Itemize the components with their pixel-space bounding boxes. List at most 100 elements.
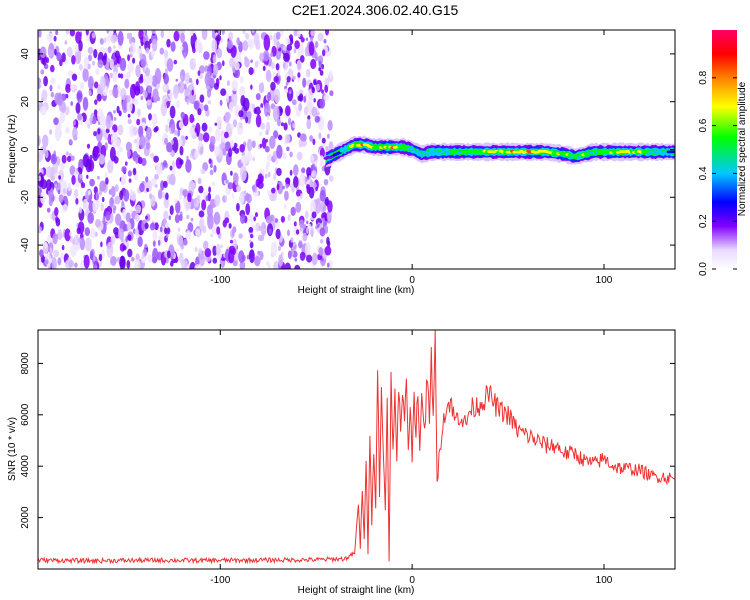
noise-speckle [321,89,324,94]
noise-speckle [165,124,169,133]
noise-speckle [227,182,233,190]
noise-speckle [151,30,156,34]
noise-speckle [99,180,106,192]
noise-speckle [321,137,326,144]
noise-speckle [281,251,284,256]
noise-speckle [288,61,292,67]
noise-speckle [40,179,48,190]
noise-speckle [249,249,255,264]
noise-speckle [206,204,214,217]
noise-speckle [78,40,83,52]
noise-speckle [167,90,170,94]
noise-speckle [282,152,287,160]
noise-speckle [251,140,256,149]
noise-speckle [309,200,316,215]
noise-speckle [162,191,165,199]
colorbar-gradient [712,30,737,269]
noise-speckle [245,203,251,216]
noise-speckle [313,79,317,86]
noise-speckle [165,192,169,200]
noise-speckle [292,123,296,129]
noise-speckle [87,212,94,224]
noise-speckle [283,52,290,62]
noise-speckle [165,233,169,238]
noise-speckle [311,170,317,178]
noise-speckle [120,73,124,79]
noise-speckle [287,229,290,237]
noise-speckle [49,129,52,135]
noise-speckle [113,45,116,50]
noise-speckle [252,156,256,162]
noise-speckle [322,49,326,57]
noise-speckle [231,93,235,99]
noise-speckle [304,242,311,256]
noise-speckle [122,245,127,251]
noise-speckle [65,151,69,156]
noise-speckle [117,124,124,136]
noise-speckle [105,115,112,130]
noise-speckle [248,239,252,243]
noise-speckle [125,141,132,152]
noise-speckle [50,77,56,85]
noise-speckle [125,212,131,223]
noise-speckle [129,41,136,56]
noise-speckle [87,46,94,55]
noise-speckle [148,74,153,84]
noise-speckle [70,244,77,257]
noise-speckle [180,74,184,81]
noise-speckle [234,61,240,71]
noise-speckle [54,125,62,142]
noise-speckle [271,61,275,70]
noise-speckle [224,111,231,120]
noise-speckle [240,155,248,165]
noise-speckle [228,57,235,68]
noise-speckle [199,65,205,74]
noise-speckle [94,145,100,155]
noise-speckle [299,227,303,232]
noise-speckle [154,126,159,132]
noise-speckle [79,174,83,179]
noise-speckle [237,121,244,136]
noise-speckle [327,120,333,131]
noise-speckle [288,117,292,126]
noise-speckle [219,99,223,106]
noise-speckle [110,235,116,245]
noise-speckle [327,262,330,268]
noise-speckle [177,129,181,137]
noise-speckle [207,213,214,230]
noise-speckle [270,81,276,91]
noise-speckle [268,34,273,40]
noise-speckle [327,133,330,139]
noise-speckle [61,52,66,63]
noise-speckle [50,153,57,165]
noise-speckle [290,237,294,243]
noise-speckle [276,31,281,40]
noise-speckle [262,50,270,62]
noise-speckle [145,67,150,77]
noise-speckle [312,138,316,146]
noise-speckle [169,173,176,186]
noise-speckle [287,250,292,259]
noise-speckle [315,186,318,192]
noise-speckle [215,243,221,256]
noise-speckle [38,226,42,234]
noise-speckle [311,211,317,219]
noise-speckle [207,100,212,105]
noise-speckle [290,206,296,216]
noise-speckle [308,175,312,182]
colorbar: 0.0 0.2 0.4 0.6 0.8 Normalized spectral ampl… [698,30,748,276]
noise-speckle [297,72,301,78]
noise-speckle [226,80,230,87]
noise-speckle [208,158,212,165]
noise-speckle [302,77,307,88]
noise-speckle [250,234,254,239]
noise-speckle [234,68,240,79]
noise-speckle [169,105,176,119]
noise-speckle [152,240,156,247]
noise-speckle [127,118,132,125]
noise-speckle [130,208,133,214]
noise-speckle [319,98,326,109]
noise-speckle [283,203,287,210]
noise-speckle [121,166,127,173]
noise-speckle [307,101,313,114]
